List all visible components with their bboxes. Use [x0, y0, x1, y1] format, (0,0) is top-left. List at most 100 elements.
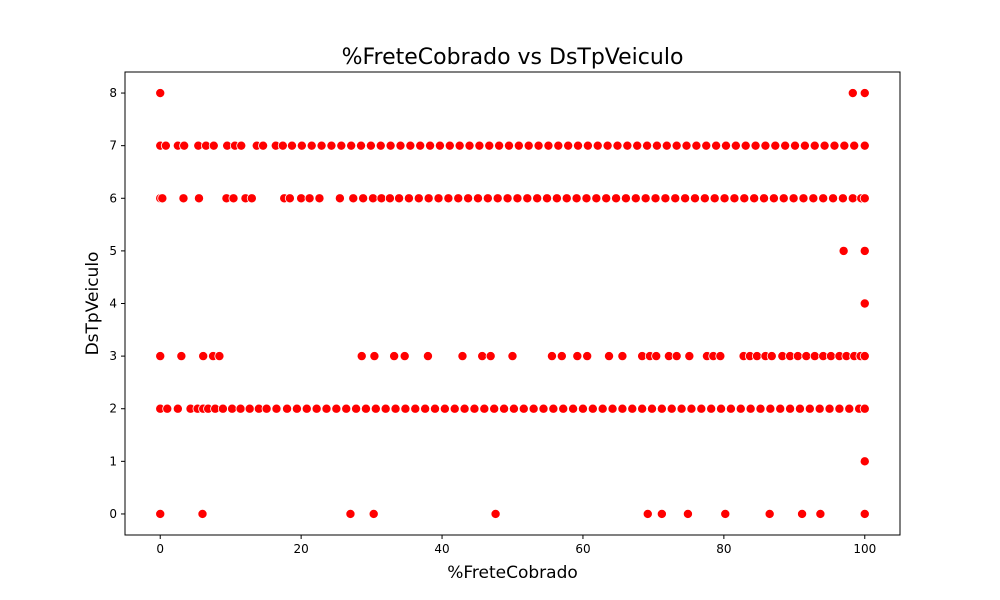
- y-tick-label: 3: [109, 349, 117, 363]
- data-point: [691, 140, 702, 151]
- data-point: [394, 193, 405, 204]
- data-point: [429, 403, 440, 414]
- data-point: [780, 140, 791, 151]
- data-point: [454, 140, 465, 151]
- data-point: [400, 403, 411, 414]
- data-point: [499, 403, 510, 414]
- data-point: [627, 403, 638, 414]
- data-point: [740, 140, 751, 151]
- data-point: [543, 140, 554, 151]
- data-point: [502, 193, 513, 204]
- data-point: [799, 140, 810, 151]
- data-point: [311, 403, 322, 414]
- data-point: [809, 351, 820, 362]
- data-point: [656, 403, 667, 414]
- data-point: [794, 403, 805, 414]
- data-point: [244, 403, 255, 414]
- data-point: [155, 88, 166, 99]
- data-point: [859, 298, 870, 309]
- data-point: [208, 140, 219, 151]
- data-point: [730, 140, 741, 151]
- data-point: [523, 140, 534, 151]
- x-axis-label: %FreteCobrado: [447, 563, 578, 583]
- data-point: [834, 403, 845, 414]
- data-point: [457, 351, 468, 362]
- data-point: [513, 140, 524, 151]
- data-point: [696, 403, 707, 414]
- data-point: [556, 351, 567, 362]
- data-point: [542, 193, 553, 204]
- data-point: [157, 193, 168, 204]
- data-point: [489, 403, 500, 414]
- data-point: [316, 140, 327, 151]
- data-point: [484, 140, 495, 151]
- data-point: [656, 508, 667, 519]
- data-point: [651, 140, 662, 151]
- data-point: [528, 403, 539, 414]
- data-point: [341, 403, 352, 414]
- data-point: [611, 193, 622, 204]
- data-point: [453, 193, 464, 204]
- data-point: [642, 508, 653, 519]
- data-point: [464, 140, 475, 151]
- data-point: [214, 351, 225, 362]
- data-point: [573, 140, 584, 151]
- data-point: [389, 351, 400, 362]
- data-point: [716, 403, 727, 414]
- data-point: [682, 508, 693, 519]
- data-point: [676, 403, 687, 414]
- data-point: [612, 140, 623, 151]
- data-point: [759, 193, 770, 204]
- data-point: [808, 193, 819, 204]
- data-point: [356, 351, 367, 362]
- data-point: [548, 403, 559, 414]
- data-point: [261, 403, 272, 414]
- data-point: [859, 403, 870, 414]
- data-point: [859, 193, 870, 204]
- data-point: [729, 193, 740, 204]
- data-point: [546, 351, 557, 362]
- data-point: [837, 193, 848, 204]
- data-point: [766, 351, 777, 362]
- data-point: [591, 193, 602, 204]
- data-point: [604, 351, 615, 362]
- data-point: [745, 403, 756, 414]
- data-point: [750, 140, 761, 151]
- plot-frame: [124, 71, 901, 536]
- data-point: [160, 140, 171, 151]
- data-point: [785, 403, 796, 414]
- data-point: [553, 140, 564, 151]
- data-point: [321, 403, 332, 414]
- data-point: [291, 403, 302, 414]
- data-point: [839, 140, 850, 151]
- data-point: [422, 351, 433, 362]
- data-point: [601, 193, 612, 204]
- data-point: [420, 403, 431, 414]
- data-point: [162, 403, 173, 414]
- data-point: [561, 193, 572, 204]
- data-point: [334, 193, 345, 204]
- data-point: [463, 193, 474, 204]
- data-point: [670, 193, 681, 204]
- data-point: [671, 140, 682, 151]
- data-point: [632, 140, 643, 151]
- data-point: [838, 245, 849, 256]
- data-point: [326, 140, 337, 151]
- data-point: [444, 140, 455, 151]
- data-point: [765, 403, 776, 414]
- data-point: [825, 351, 836, 362]
- data-point: [859, 508, 870, 519]
- data-point: [666, 403, 677, 414]
- data-point: [346, 140, 357, 151]
- data-point: [439, 403, 450, 414]
- data-point: [236, 140, 247, 151]
- data-point: [751, 351, 762, 362]
- x-tick-label: 60: [575, 542, 590, 556]
- data-point: [739, 193, 750, 204]
- data-point: [512, 193, 523, 204]
- data-point: [271, 403, 282, 414]
- data-point: [508, 403, 519, 414]
- data-point: [597, 403, 608, 414]
- data-point: [331, 403, 342, 414]
- data-point: [198, 351, 209, 362]
